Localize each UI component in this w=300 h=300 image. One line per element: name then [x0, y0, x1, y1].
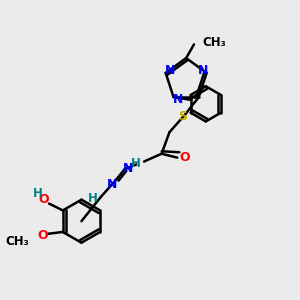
Text: O: O: [180, 151, 190, 164]
Text: CH₃: CH₃: [6, 235, 30, 248]
Text: O: O: [37, 230, 48, 242]
Text: S: S: [178, 110, 187, 123]
Text: H: H: [32, 187, 42, 200]
Text: CH₃: CH₃: [203, 36, 226, 49]
Text: O: O: [38, 193, 49, 206]
Text: N: N: [173, 93, 184, 106]
Text: H: H: [88, 192, 98, 205]
Text: N: N: [164, 64, 175, 77]
Text: H: H: [131, 157, 141, 170]
Text: N: N: [197, 64, 208, 77]
Text: N: N: [123, 162, 134, 175]
Text: N: N: [106, 178, 117, 190]
